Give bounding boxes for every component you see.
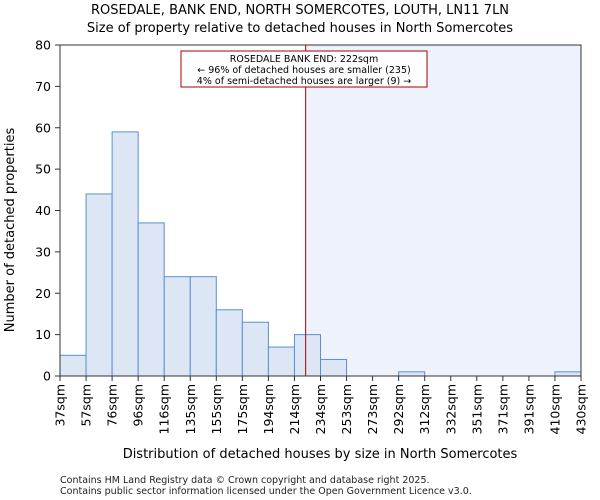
bar-76sqm xyxy=(111,131,139,377)
x-tick-label: 96sqm xyxy=(131,384,146,427)
x-tick-label: 292sqm xyxy=(391,384,406,434)
chart-title: ROSEDALE, BANK END, NORTH SOMERCOTES, LO… xyxy=(91,3,509,18)
x-tick-label: 37sqm xyxy=(53,384,68,427)
y-tick-label: 60 xyxy=(35,120,51,135)
x-tick-label: 391sqm xyxy=(521,384,536,434)
bar-410sqm xyxy=(554,371,582,377)
x-tick-label: 135sqm xyxy=(183,384,198,434)
x-axis-label: Distribution of detached houses by size … xyxy=(123,447,518,462)
x-tick-label: 57sqm xyxy=(79,384,94,427)
bar-175sqm xyxy=(241,321,269,377)
bar-194sqm xyxy=(267,346,295,377)
annotation-line-2: ← 96% of detached houses are smaller (23… xyxy=(197,65,410,76)
y-tick-label: 20 xyxy=(35,286,51,301)
y-tick-label: 50 xyxy=(35,162,51,177)
x-tick-label: 273sqm xyxy=(365,384,380,434)
x-tick-label: 312sqm xyxy=(417,384,432,434)
bar-57sqm xyxy=(85,193,113,377)
x-tick-label: 371sqm xyxy=(495,384,510,434)
footer-line-1: Contains HM Land Registry data © Crown c… xyxy=(60,475,430,486)
bar-37sqm xyxy=(59,354,87,377)
y-tick-label: 30 xyxy=(35,244,51,259)
y-tick-label: 80 xyxy=(35,38,51,53)
x-tick-label: 332sqm xyxy=(443,384,458,434)
y-axis-ticks: 0 10 20 30 40 50 60 70 80 xyxy=(35,38,60,384)
plot-frame xyxy=(59,44,582,377)
y-tick-label: 40 xyxy=(35,203,51,218)
annotation-border xyxy=(180,50,428,88)
x-tick-label: 175sqm xyxy=(235,384,250,434)
chart-subtitle: Size of property relative to detached ho… xyxy=(87,21,513,36)
bar-155sqm xyxy=(215,309,243,377)
footer-line-2: Contains public sector information licen… xyxy=(60,486,472,497)
annotation-line-3: 4% of semi-detached houses are larger (9… xyxy=(197,76,411,87)
x-tick-label: 234sqm xyxy=(313,384,328,434)
x-tick-label: 194sqm xyxy=(261,384,276,434)
bar-214sqm xyxy=(293,334,322,377)
bar-234sqm xyxy=(320,358,348,377)
x-tick-label: 351sqm xyxy=(469,384,484,434)
x-axis-ticks: 37sqm 57sqm 76sqm 96sqm 116sqm 135sqm 155sqm 17… xyxy=(53,376,589,434)
y-tick-label: 70 xyxy=(35,79,51,94)
y-tick-label: 10 xyxy=(35,327,51,342)
bar-116sqm xyxy=(163,276,191,377)
y-tick-label: 0 xyxy=(43,369,51,384)
x-tick-label: 76sqm xyxy=(105,384,120,427)
annotation-box: ROSEDALE BANK END: 222sqm ← 96% of detac… xyxy=(180,50,428,88)
x-tick-label: 155sqm xyxy=(209,384,224,434)
larger-region-highlight xyxy=(305,45,581,376)
bar-135sqm xyxy=(189,276,217,377)
y-axis-label: Number of detached properties xyxy=(3,128,18,333)
bar-292sqm xyxy=(398,371,426,377)
bar-96sqm xyxy=(137,222,165,377)
x-tick-label: 214sqm xyxy=(287,384,302,434)
x-tick-label: 253sqm xyxy=(339,384,354,434)
x-tick-label: 430sqm xyxy=(574,384,589,434)
x-tick-label: 116sqm xyxy=(157,384,172,434)
bars-group xyxy=(59,131,582,377)
x-tick-label: 410sqm xyxy=(547,384,562,434)
annotation-line-1: ROSEDALE BANK END: 222sqm xyxy=(230,54,378,65)
